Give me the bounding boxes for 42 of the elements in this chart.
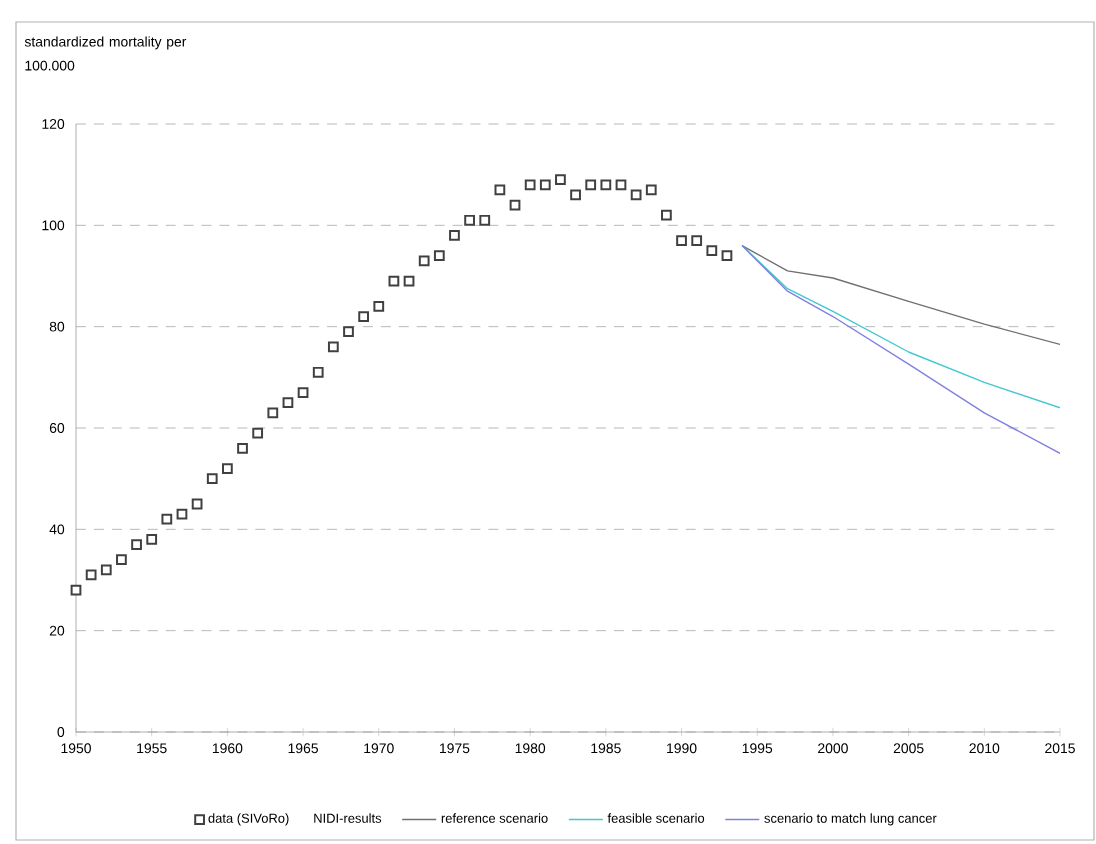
point <box>615 179 627 191</box>
point <box>70 584 82 596</box>
point <box>661 209 672 221</box>
point <box>222 463 233 474</box>
point <box>555 174 566 186</box>
point <box>373 301 385 312</box>
point <box>327 341 339 353</box>
point <box>267 407 279 419</box>
point <box>706 245 718 257</box>
point <box>358 311 370 322</box>
point <box>494 184 506 196</box>
point <box>161 513 173 525</box>
point <box>570 189 581 201</box>
point <box>464 214 475 226</box>
point <box>206 473 218 485</box>
point <box>146 534 158 545</box>
point <box>116 554 127 566</box>
line-series <box>741 244 1060 346</box>
point <box>418 255 430 267</box>
point <box>131 539 142 550</box>
point <box>297 387 309 398</box>
point <box>176 508 188 520</box>
point <box>524 179 536 191</box>
point <box>85 569 97 581</box>
point <box>252 427 264 439</box>
point <box>343 326 354 338</box>
line-series <box>741 244 1060 455</box>
point <box>449 230 460 241</box>
point <box>312 366 324 378</box>
point <box>100 564 112 576</box>
point <box>721 250 733 262</box>
point <box>237 442 248 454</box>
point <box>433 250 445 262</box>
point <box>676 235 687 246</box>
point <box>691 235 703 246</box>
point <box>539 179 551 191</box>
point <box>600 179 612 191</box>
point <box>282 397 294 409</box>
point <box>479 214 491 226</box>
point <box>585 179 597 191</box>
point <box>645 184 657 196</box>
point <box>630 189 642 201</box>
